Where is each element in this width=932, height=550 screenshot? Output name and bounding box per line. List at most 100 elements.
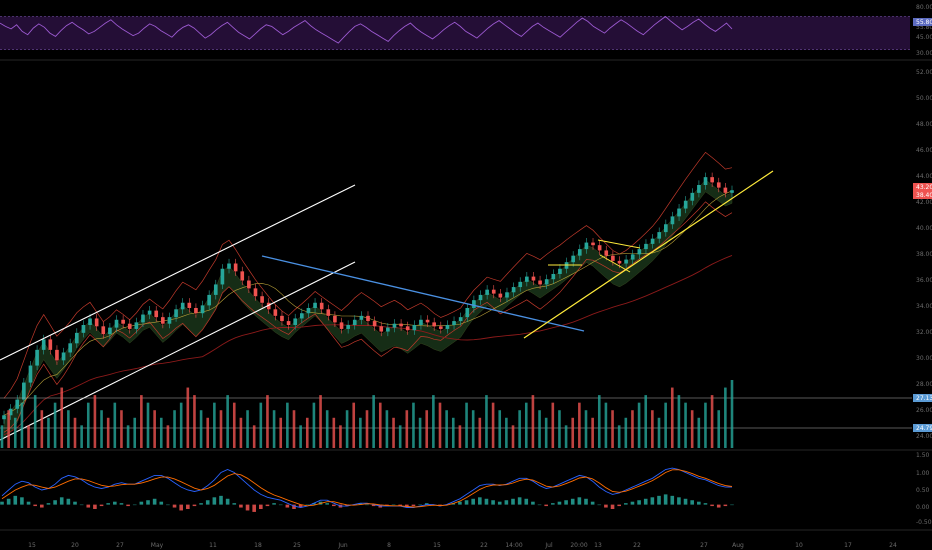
candle xyxy=(260,296,264,303)
candle xyxy=(114,319,119,328)
time-axis[interactable]: 15 20 27 May 11 18 25 Jun 8 15 22 14:00 Jul 20:00 13 22… xyxy=(28,542,897,549)
price-tick-label: 52.00 xyxy=(916,69,932,76)
candle xyxy=(670,216,675,225)
candle xyxy=(127,323,132,329)
candle xyxy=(558,268,562,274)
macd-histogram-bar xyxy=(544,504,548,507)
macd-histogram-bar xyxy=(657,495,661,505)
macd-histogram-bar xyxy=(643,498,648,505)
candle xyxy=(624,259,628,264)
volume-bar xyxy=(445,410,448,448)
macd-tick-label: 1.00 xyxy=(916,470,930,477)
volume-bar xyxy=(345,410,349,448)
volume-bar xyxy=(239,417,243,448)
macd-histogram-bar xyxy=(93,504,97,509)
macd-histogram-bar xyxy=(411,504,416,507)
rsi-tick-label: 55.80 xyxy=(916,24,932,31)
volume-bar xyxy=(166,425,170,448)
volume-bar xyxy=(485,395,488,448)
volume-bar xyxy=(690,410,694,448)
candle xyxy=(108,327,112,335)
macd-histogram-bar xyxy=(73,501,77,505)
volume-bar xyxy=(465,402,468,448)
macd-histogram-bar xyxy=(113,501,117,505)
candle xyxy=(432,322,437,327)
macd-histogram-bar xyxy=(630,501,635,505)
volume-bar xyxy=(664,402,667,448)
volume-bar xyxy=(597,395,601,448)
candle xyxy=(200,305,205,314)
candle xyxy=(286,321,291,326)
volume-bar xyxy=(219,410,223,448)
volume-bar xyxy=(631,410,634,448)
candle xyxy=(167,317,172,324)
candle xyxy=(306,307,311,314)
candle xyxy=(591,242,595,246)
volume-bar xyxy=(153,410,156,448)
candle xyxy=(121,319,125,324)
volume-bar xyxy=(106,417,110,448)
candle xyxy=(233,263,238,272)
macd-histogram-bar xyxy=(259,504,263,509)
macd-histogram-bar xyxy=(570,498,575,505)
price-tick-label: 24.00 xyxy=(916,433,932,440)
price-tick-label: 42.00 xyxy=(916,199,932,206)
macd-histogram-bar xyxy=(285,504,290,508)
time-tick-label: Aug xyxy=(732,542,744,549)
volume-bar xyxy=(438,402,442,448)
macd-histogram-bar xyxy=(524,498,529,505)
time-tick-label: 14:00 xyxy=(505,542,522,549)
price-axis[interactable]: 80.00 55.80 45.00 30.00 52.00 50.00 48.00 46.00… xyxy=(913,4,932,526)
candle xyxy=(55,349,59,361)
price-tick-label: 38.00 xyxy=(916,251,932,258)
volume-bar xyxy=(259,402,263,448)
macd-histogram-bar xyxy=(6,498,11,505)
macd-histogram-bar xyxy=(730,504,734,506)
volume-bar xyxy=(378,402,382,448)
volume-bar xyxy=(471,410,475,448)
volume-bar xyxy=(126,425,130,448)
macd-histogram-bar xyxy=(159,501,164,505)
candle xyxy=(147,310,152,315)
rsi-panel xyxy=(0,15,932,61)
candle xyxy=(134,322,139,329)
volume-bar xyxy=(279,417,283,448)
macd-histogram-bar xyxy=(637,500,641,505)
volume-bar xyxy=(365,410,369,448)
candle xyxy=(399,323,403,327)
candle xyxy=(48,339,53,350)
macd-histogram-bar xyxy=(126,504,130,507)
volume-bar xyxy=(20,402,24,448)
candle xyxy=(683,200,688,209)
volume-bar xyxy=(305,417,309,448)
volume-bar xyxy=(617,425,621,448)
macd-histogram-bar xyxy=(205,500,210,505)
channel-lower-line xyxy=(0,261,356,441)
macd-line xyxy=(1,467,732,508)
volume-bar xyxy=(425,410,429,448)
volume-bar xyxy=(319,395,322,448)
volume-bar xyxy=(179,402,183,448)
volume-bar xyxy=(13,417,17,448)
macd-histogram-bar xyxy=(551,503,555,505)
candle xyxy=(313,302,317,308)
macd-histogram-bar xyxy=(59,497,64,505)
volume-bar xyxy=(505,417,508,448)
candle xyxy=(525,276,529,282)
candle xyxy=(8,408,13,416)
volume-bar xyxy=(478,417,482,448)
time-tick-label: 8 xyxy=(387,542,391,549)
volume-bar xyxy=(312,402,316,448)
macd-histogram-bar xyxy=(66,498,71,505)
time-tick-label: 27 xyxy=(116,542,124,549)
macd-histogram-bar xyxy=(79,504,84,506)
price-tick-label: 36.00 xyxy=(916,277,932,284)
candle xyxy=(372,321,377,327)
volume-bar xyxy=(146,402,150,448)
macd-histogram-bar xyxy=(537,504,542,506)
macd-histogram-bar xyxy=(650,497,655,505)
macd-histogram-bar xyxy=(86,504,91,508)
volume-bar xyxy=(40,410,44,448)
